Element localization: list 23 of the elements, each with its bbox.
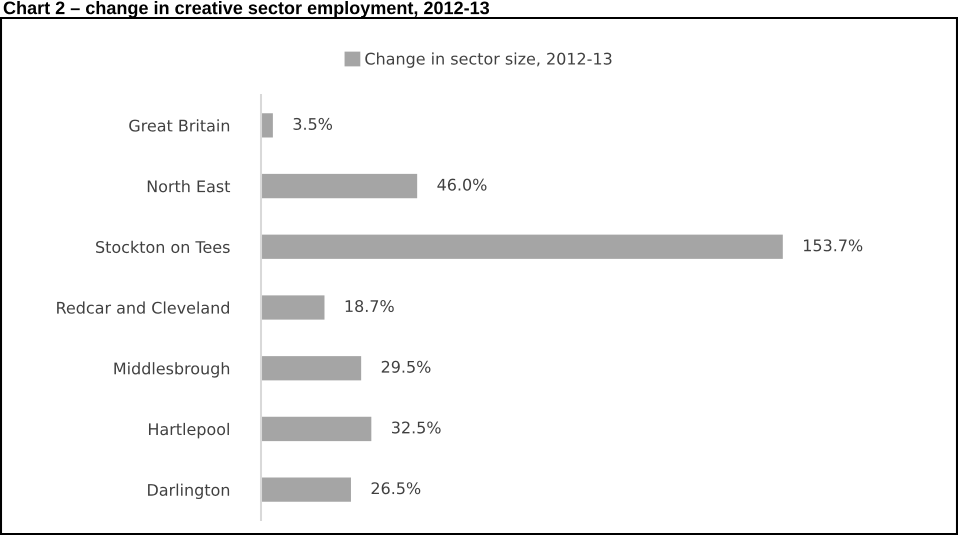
y-tick-label: Middlesbrough xyxy=(114,362,230,378)
y-tick-label: Hartlepool xyxy=(148,422,229,438)
y-tick-label: Darlington xyxy=(148,484,230,500)
data-label: 32.5% xyxy=(392,421,441,434)
bar xyxy=(261,478,351,502)
data-label: 26.5% xyxy=(372,482,420,494)
bar xyxy=(261,356,362,380)
bar xyxy=(261,295,324,320)
legend-label: Change in sector size, 2012-13 xyxy=(365,52,612,68)
data-label: 29.5% xyxy=(382,360,430,373)
y-tick-label: Stockton on Tees xyxy=(96,240,230,254)
y-tick-label: North East xyxy=(148,180,230,192)
chart-title: Chart 2 – change in creative sector employment, 2012-13 xyxy=(4,1,490,18)
bar xyxy=(261,174,418,198)
data-label: 46.0% xyxy=(437,178,486,191)
bar xyxy=(261,234,783,259)
data-label: 18.7% xyxy=(346,300,394,312)
bar xyxy=(261,113,273,138)
bar xyxy=(261,416,372,442)
y-tick-label: Great Britain xyxy=(129,119,230,132)
y-tick-label: Redcar and Cleveland xyxy=(57,301,229,314)
data-label: 153.7% xyxy=(804,239,862,252)
data-label: 3.5% xyxy=(294,118,332,130)
